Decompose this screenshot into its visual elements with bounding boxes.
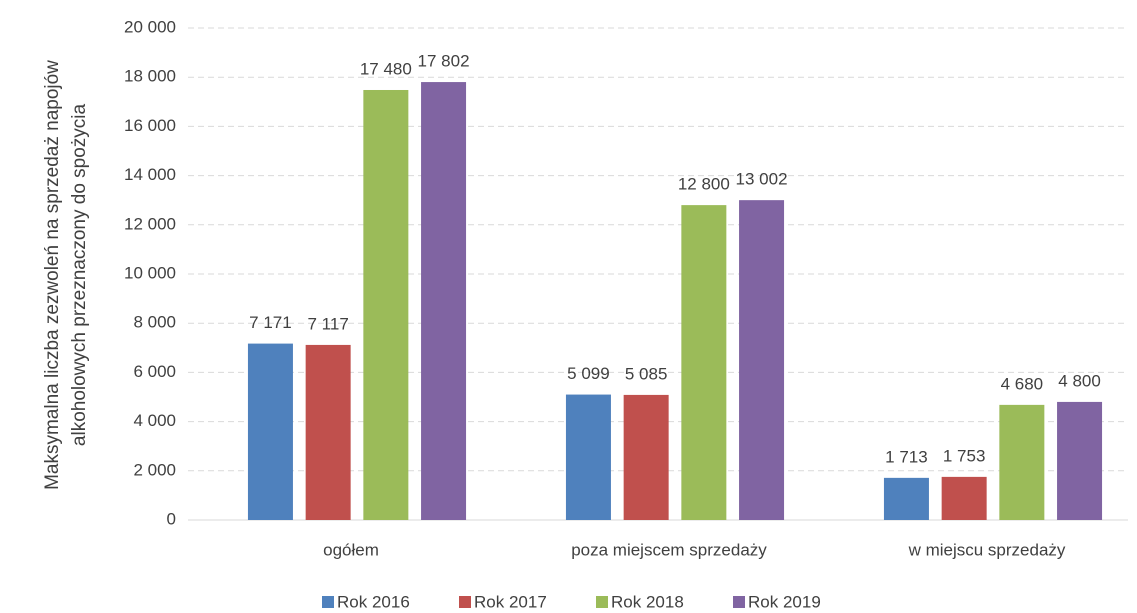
y-tick-label: 14 000 (124, 165, 176, 184)
bar (565, 394, 611, 520)
value-label: 12 800 (678, 175, 730, 194)
bar (941, 476, 987, 520)
value-label: 1 713 (885, 447, 928, 466)
y-axis-title: Maksymalna liczba zezwoleń na sprzedaż n… (42, 60, 90, 490)
legend-label: Rok 2019 (748, 592, 821, 611)
value-label: 13 002 (736, 170, 788, 189)
y-tick-label: 6 000 (133, 362, 176, 381)
legend-label: Rok 2018 (611, 592, 684, 611)
y-tick-label: 2 000 (133, 460, 176, 479)
y-tick-label: 8 000 (133, 313, 176, 332)
bar (999, 404, 1045, 520)
y-tick-label: 20 000 (124, 17, 176, 36)
bar (739, 200, 785, 520)
x-tick-label: w miejscu sprzedaży (908, 540, 1066, 559)
value-label: 4 680 (1001, 374, 1044, 393)
value-label: 5 099 (567, 364, 610, 383)
bar (883, 477, 929, 520)
y-tick-label: 12 000 (124, 214, 176, 233)
value-label: 5 085 (625, 364, 668, 383)
value-label: 4 800 (1058, 371, 1101, 390)
value-label: 7 171 (249, 313, 292, 332)
legend-swatch (596, 596, 608, 608)
bar (305, 344, 351, 520)
y-tick-label: 0 (167, 509, 176, 528)
legend-swatch (733, 596, 745, 608)
legend-swatch (322, 596, 334, 608)
x-tick-label: ogółem (323, 540, 379, 559)
bar (421, 82, 467, 520)
value-label: 1 753 (943, 446, 986, 465)
bar (681, 205, 727, 520)
value-label: 17 480 (360, 59, 412, 78)
legend-label: Rok 2016 (337, 592, 410, 611)
legend-swatch (459, 596, 471, 608)
legend-label: Rok 2017 (474, 592, 547, 611)
x-tick-label: poza miejscem sprzedaży (571, 540, 767, 559)
y-tick-label: 10 000 (124, 263, 176, 282)
bar (363, 89, 409, 520)
y-tick-label: 4 000 (133, 411, 176, 430)
y-tick-label: 18 000 (124, 67, 176, 86)
y-tick-label: 16 000 (124, 116, 176, 135)
bar (247, 343, 293, 520)
bar (623, 394, 669, 520)
value-label: 17 802 (418, 52, 470, 71)
value-label: 7 117 (308, 314, 349, 333)
bar (1057, 401, 1103, 520)
